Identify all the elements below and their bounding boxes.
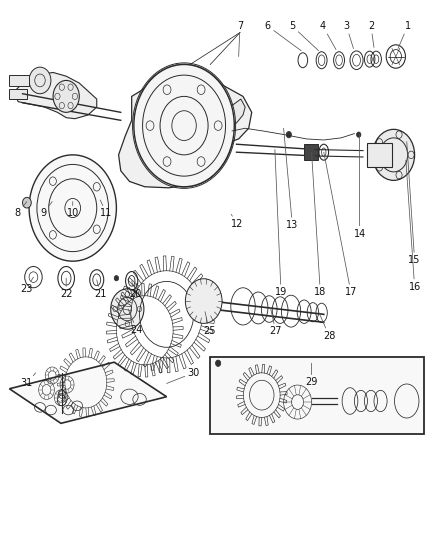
- Polygon shape: [10, 362, 166, 423]
- Text: 12: 12: [231, 214, 244, 229]
- Text: 7: 7: [237, 21, 243, 56]
- Text: 20: 20: [129, 281, 141, 299]
- Text: 23: 23: [20, 277, 33, 294]
- Text: 14: 14: [353, 135, 366, 239]
- Polygon shape: [221, 99, 245, 128]
- Text: 27: 27: [269, 308, 282, 336]
- Bar: [210, 357, 424, 434]
- Bar: [10, 90, 27, 99]
- Bar: [10, 75, 29, 86]
- Polygon shape: [14, 72, 97, 119]
- Text: 15: 15: [407, 142, 421, 265]
- Text: 3: 3: [343, 21, 353, 49]
- Text: 9: 9: [40, 201, 52, 219]
- Text: 2: 2: [368, 21, 374, 47]
- Text: 21: 21: [94, 280, 106, 299]
- Text: 4: 4: [320, 21, 336, 50]
- Text: 17: 17: [324, 152, 357, 297]
- Text: 25: 25: [203, 312, 215, 336]
- Circle shape: [29, 155, 117, 261]
- Circle shape: [134, 64, 234, 187]
- Circle shape: [22, 197, 31, 208]
- Text: 29: 29: [305, 364, 318, 387]
- Text: 24: 24: [128, 309, 143, 335]
- Text: 13: 13: [284, 128, 298, 230]
- Polygon shape: [119, 78, 252, 188]
- Text: 11: 11: [100, 200, 113, 219]
- Circle shape: [286, 132, 291, 138]
- Circle shape: [373, 130, 415, 180]
- Circle shape: [357, 132, 361, 138]
- Text: 31: 31: [21, 373, 35, 389]
- Text: 5: 5: [289, 21, 318, 51]
- Text: 1: 1: [398, 21, 411, 49]
- Circle shape: [29, 67, 51, 94]
- Circle shape: [53, 80, 79, 112]
- Circle shape: [185, 279, 222, 324]
- Text: 30: 30: [166, 368, 200, 383]
- Text: 8: 8: [14, 201, 27, 219]
- Text: 22: 22: [60, 278, 72, 299]
- Circle shape: [114, 276, 119, 281]
- Text: 16: 16: [406, 160, 421, 292]
- Circle shape: [215, 360, 221, 367]
- Circle shape: [134, 64, 234, 187]
- Text: 19: 19: [275, 150, 287, 297]
- Bar: [367, 143, 392, 166]
- Text: 18: 18: [311, 152, 326, 297]
- Text: 6: 6: [265, 21, 301, 51]
- Text: 28: 28: [318, 312, 335, 341]
- Bar: [304, 144, 318, 160]
- Circle shape: [111, 289, 144, 329]
- Text: 10: 10: [67, 201, 79, 219]
